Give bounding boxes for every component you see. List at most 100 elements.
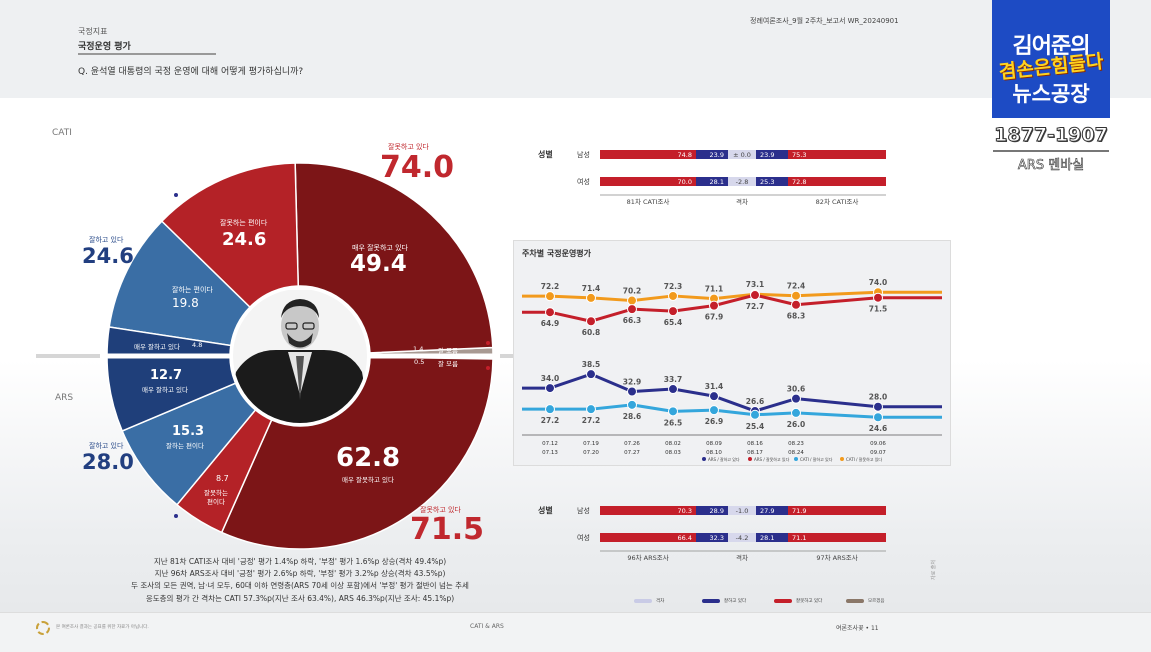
- cati-seg-very-negative-label: 매우 잘못하고 있다: [352, 244, 408, 252]
- survey-question: Q. 윤석열 대통령의 국정 운영에 대해 어떻게 평가하십니까?: [78, 67, 304, 77]
- data-label: 72.2: [541, 282, 560, 291]
- ars-room-label: ARS 멘바실: [1017, 158, 1085, 174]
- data-point: [586, 404, 596, 415]
- cur-positive-bar: [756, 150, 788, 159]
- data-label: 28.6: [623, 412, 642, 421]
- gap-value: ± 0.0: [733, 151, 751, 159]
- series-line-3: [522, 403, 942, 419]
- legend-negative: 잘못하고 있다: [774, 598, 822, 604]
- prev-negative-bar: [600, 150, 696, 159]
- prev-positive-bar: [696, 506, 728, 515]
- legend-label: ARS / 잘하고 있다: [708, 456, 740, 462]
- column-label: 97차 ARS조사: [816, 553, 857, 562]
- ars-positive-total-label: 잘하고 있다: [89, 442, 124, 450]
- prev-negative-value: 66.4: [678, 534, 692, 542]
- category-label: 국정지표: [78, 27, 108, 36]
- cati-positive-total: 24.6: [82, 244, 134, 268]
- x-tick-label: 08.23: [788, 441, 804, 447]
- ars-positive-total: 28.0: [82, 450, 134, 474]
- ars-seg-unknown-value: 0.5: [414, 358, 425, 366]
- x-tick-label: 08.09: [706, 441, 722, 447]
- note-line: 두 조사의 모든 권역, 남·녀 모두, 60대 이하 연령층(ARS 70세 …: [131, 581, 469, 591]
- cur-positive-value: 28.1: [760, 534, 774, 542]
- x-tick-label: 08.03: [665, 450, 681, 456]
- data-point: [668, 306, 678, 317]
- prev-positive-bar: [696, 177, 728, 186]
- cati-seg-unknown-label: 잘 모름: [438, 347, 459, 355]
- prev-negative-bar: [600, 177, 696, 186]
- data-point: [709, 405, 719, 416]
- data-point: [668, 384, 678, 395]
- cati-seg-negative-value: 24.6: [222, 229, 267, 250]
- data-label: 34.0: [541, 374, 560, 383]
- column-label: 격차: [736, 197, 748, 206]
- data-point: [750, 290, 760, 301]
- cati-seg-very-positive-label: 매우 잘하고 있다: [134, 343, 180, 351]
- data-point: [709, 391, 719, 402]
- note-line: 지난 96차 ARS조사 대비 '긍정' 평가 2.6%p 하락, '부정' 평…: [154, 569, 446, 579]
- data-point: [627, 304, 637, 315]
- data-label: 72.4: [787, 282, 806, 291]
- ring-marker: [486, 366, 490, 370]
- cur-positive-bar: [756, 506, 788, 515]
- data-label: 27.2: [582, 416, 601, 425]
- data-point: [586, 316, 596, 327]
- cur-negative-value: 71.1: [792, 534, 806, 542]
- gender-table-ars: 성별 남성 70.3 28.9 -1.0 27.9 71.9 여성 66.4 32.3 -4.2 28…: [538, 505, 886, 562]
- cur-negative-value: 71.9: [792, 507, 806, 515]
- ars-seg-positive-label: 잘하는 편이다: [166, 442, 204, 450]
- prev-positive-value: 28.1: [710, 178, 724, 186]
- cati-seg-unknown-value: 1.4: [413, 345, 424, 353]
- logo-line-3: 뉴스공장: [1012, 82, 1090, 106]
- column-label: 격차: [736, 553, 748, 562]
- legend-gap: 격차: [634, 598, 664, 604]
- data-label: 66.3: [623, 316, 642, 325]
- phone-number: 1877-1907: [994, 124, 1109, 147]
- series-line-0: [522, 290, 942, 303]
- ars-seg-unknown-label: 잘 모름: [438, 360, 459, 368]
- data-label: 65.4: [664, 318, 683, 327]
- data-point: [791, 393, 801, 404]
- data-point: [627, 386, 637, 397]
- cati-positive-total-label: 잘하고 있다: [89, 236, 124, 244]
- prev-positive-value: 32.3: [710, 534, 724, 542]
- data-point: [627, 295, 637, 306]
- x-tick-label: 07.20: [583, 450, 599, 456]
- cati-seg-positive-value: 19.8: [172, 296, 199, 310]
- data-point: [668, 290, 678, 301]
- data-label: 72.7: [746, 302, 765, 311]
- data-label: 71.1: [705, 285, 724, 294]
- legend-label: ARS / 잘못하고 있다: [754, 456, 790, 462]
- legend-marker: [702, 457, 706, 461]
- gender-row-name: 여성: [577, 533, 590, 542]
- weekly-chart-title: 주차별 국정운영평가: [522, 249, 592, 258]
- data-label: 70.2: [623, 287, 642, 296]
- data-point: [873, 292, 883, 303]
- data-point: [545, 291, 555, 302]
- ars-label: ARS: [55, 393, 74, 403]
- data-point: [627, 399, 637, 410]
- data-label: 26.0: [787, 420, 806, 429]
- gap-bar: [728, 150, 756, 159]
- legend-label: CATI / 잘하고 있다: [800, 456, 833, 462]
- broadcast-logo: 김어준의 겸손은힘들다 뉴스공장: [992, 0, 1110, 118]
- legend-text: 모르겠음: [868, 599, 885, 604]
- cur-negative-value: 75.3: [792, 151, 806, 159]
- legend-text: 잘못하고 있다: [796, 599, 823, 604]
- data-point: [545, 383, 555, 394]
- page-footer: 본 여론조사 결과는 공표를 위한 자료가 아닙니다. CATI & ARS 여…: [0, 612, 1151, 652]
- gap-bar: [728, 506, 756, 515]
- cur-positive-bar: [756, 177, 788, 186]
- data-point: [545, 307, 555, 318]
- data-point: [791, 299, 801, 310]
- ars-seg-negative-value: 8.7: [216, 474, 229, 483]
- data-label: 26.5: [664, 418, 683, 427]
- data-label: 32.9: [623, 378, 642, 387]
- header-band: [0, 0, 1151, 98]
- prev-negative-value: 70.0: [678, 178, 692, 186]
- data-label: 38.5: [582, 360, 601, 369]
- data-label: 67.9: [705, 313, 724, 322]
- cati-seg-very-negative-value: 49.4: [350, 251, 407, 277]
- legend-text: 잘하고 있다: [724, 599, 747, 604]
- ars-seg-very-positive-value: 12.7: [150, 368, 183, 383]
